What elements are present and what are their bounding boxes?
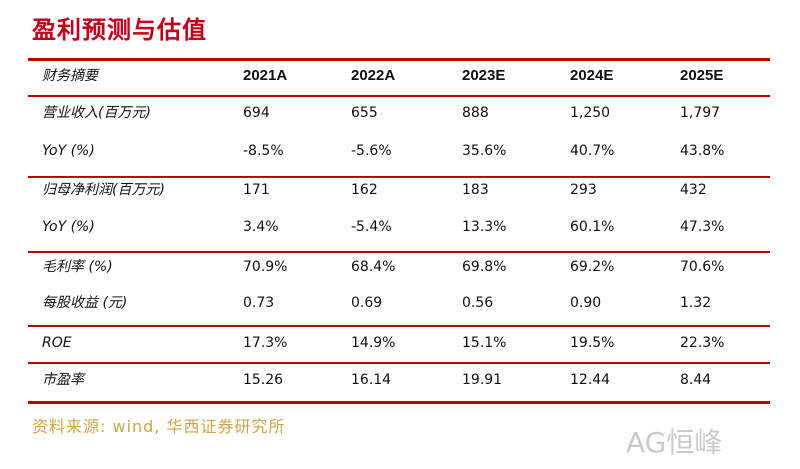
table-cell: 70.9% [243, 259, 288, 275]
row-label-net-profit: 归母净利润(百万元) [42, 182, 165, 198]
table-cell: 888 [462, 105, 489, 121]
table-cell: 15.1% [462, 335, 507, 351]
table-cell: 69.2% [570, 259, 615, 275]
table-cell: 1,250 [570, 105, 611, 121]
row-label-revenue: 营业收入(百万元) [42, 105, 151, 121]
table-group-rule [28, 325, 770, 327]
table-cell: 293 [570, 182, 597, 198]
table-header-label: 财务摘要 [42, 68, 98, 84]
column-header-2022a: 2022A [351, 67, 396, 84]
table-cell: 47.3% [680, 219, 725, 235]
table-cell: 60.1% [570, 219, 615, 235]
table-cell: 0.69 [351, 295, 383, 311]
row-label-revenue-yoy: YoY (%) [42, 143, 95, 159]
column-header-2023e: 2023E [462, 67, 506, 84]
table-cell: 0.90 [570, 295, 602, 311]
table-top-rule [28, 58, 770, 61]
table-cell: 12.44 [570, 372, 611, 388]
table-cell: 17.3% [243, 335, 288, 351]
table-cell: 43.8% [680, 143, 725, 159]
table-cell: -5.4% [351, 219, 392, 235]
table-cell: 16.14 [351, 372, 392, 388]
row-label-gross-margin: 毛利率 (%) [42, 259, 113, 275]
table-cell: 8.44 [680, 372, 712, 388]
table-bottom-rule [28, 401, 770, 404]
table-cell: 35.6% [462, 143, 507, 159]
column-header-2025e: 2025E [680, 67, 724, 84]
table-cell: 70.6% [680, 259, 725, 275]
column-header-2021a: 2021A [243, 67, 288, 84]
source-note: 资料来源: wind, 华西证券研究所 [32, 417, 286, 436]
table-cell: 40.7% [570, 143, 615, 159]
table-cell: 3.4% [243, 219, 279, 235]
table-cell: 68.4% [351, 259, 396, 275]
table-cell: 0.56 [462, 295, 494, 311]
table-cell: 22.3% [680, 335, 725, 351]
table-cell: 655 [351, 105, 378, 121]
row-label-net-profit-yoy: YoY (%) [42, 219, 95, 235]
table-cell: 1.32 [680, 295, 712, 311]
table-group-rule [28, 251, 770, 253]
table-cell: 183 [462, 182, 489, 198]
table-cell: -5.6% [351, 143, 392, 159]
table-cell: -8.5% [243, 143, 284, 159]
table-cell: 15.26 [243, 372, 284, 388]
watermark: AG恒峰 [626, 426, 723, 459]
column-header-2024e: 2024E [570, 67, 614, 84]
table-cell: 162 [351, 182, 378, 198]
table-cell: 19.5% [570, 335, 615, 351]
row-label-pe: 市盈率 [42, 372, 84, 388]
table-header-rule [28, 95, 770, 97]
table-cell: 432 [680, 182, 707, 198]
page-title: 盈利预测与估值 [32, 16, 207, 44]
table-group-rule [28, 176, 770, 178]
table-cell: 0.73 [243, 295, 275, 311]
row-label-eps: 每股收益 (元) [42, 295, 128, 311]
row-label-roe: ROE [42, 335, 72, 351]
table-cell: 19.91 [462, 372, 503, 388]
table-cell: 1,797 [680, 105, 721, 121]
table-cell: 171 [243, 182, 270, 198]
table-cell: 14.9% [351, 335, 396, 351]
table-cell: 694 [243, 105, 270, 121]
table-cell: 69.8% [462, 259, 507, 275]
table-group-rule [28, 362, 770, 364]
table-cell: 13.3% [462, 219, 507, 235]
